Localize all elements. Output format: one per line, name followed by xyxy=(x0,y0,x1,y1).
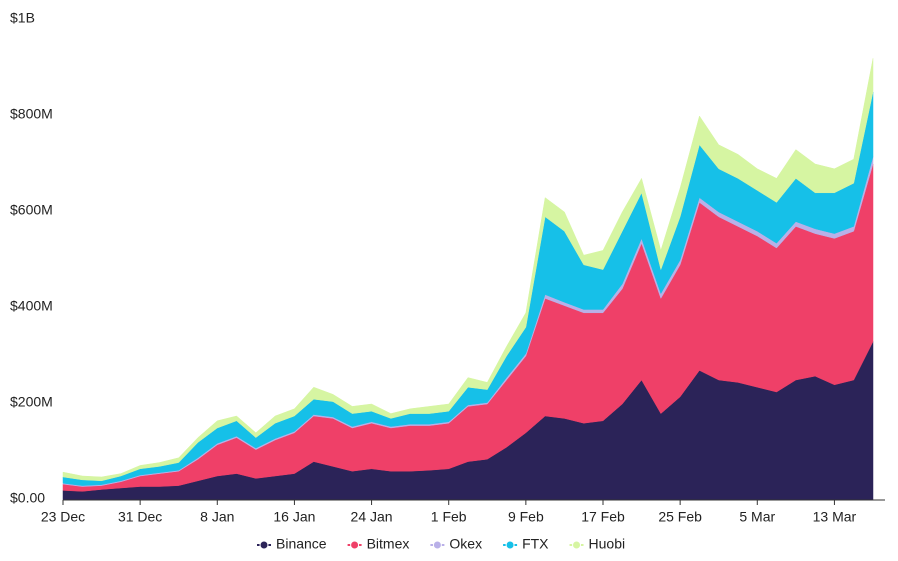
y-tick-label: $1B xyxy=(10,10,35,26)
x-tick-label: 16 Jan xyxy=(273,509,315,525)
x-tick-label: 5 Mar xyxy=(739,509,775,525)
x-tick-label: 25 Feb xyxy=(658,509,702,525)
legend-marker xyxy=(259,540,269,550)
x-tick-label: 8 Jan xyxy=(200,509,234,525)
x-tick-label: 24 Jan xyxy=(351,509,393,525)
legend-item: FTX xyxy=(503,536,549,552)
y-tick-label: $600M xyxy=(10,202,53,218)
x-tick-label: 9 Feb xyxy=(508,509,544,525)
y-tick-label: $200M xyxy=(10,394,53,410)
legend-marker xyxy=(505,540,515,550)
legend-label: Bitmex xyxy=(367,536,410,552)
legend-item: Huobi xyxy=(569,536,626,552)
legend-marker xyxy=(432,540,442,550)
legend-marker xyxy=(350,540,360,550)
y-tick-label: $800M xyxy=(10,106,53,122)
legend-marker xyxy=(572,540,582,550)
y-tick-label: $0.00 xyxy=(10,490,45,506)
x-tick-label: 31 Dec xyxy=(118,509,162,525)
x-tick-label: 1 Feb xyxy=(431,509,467,525)
x-tick-label: 17 Feb xyxy=(581,509,625,525)
legend-item: Binance xyxy=(257,536,327,552)
legend-item: Bitmex xyxy=(347,536,410,552)
area xyxy=(62,58,874,482)
legend-label: Okex xyxy=(449,536,482,552)
x-tick-label: 23 Dec xyxy=(41,509,85,525)
x-tick-label: 13 Mar xyxy=(813,509,857,525)
legend-label: Binance xyxy=(276,536,327,552)
legend-label: FTX xyxy=(522,536,549,552)
y-tick-label: $400M xyxy=(10,298,53,314)
legend-label: Huobi xyxy=(589,536,626,552)
legend: Binance Bitmex Okex FTX Huobi xyxy=(257,536,625,552)
legend-item: Okex xyxy=(430,536,482,552)
